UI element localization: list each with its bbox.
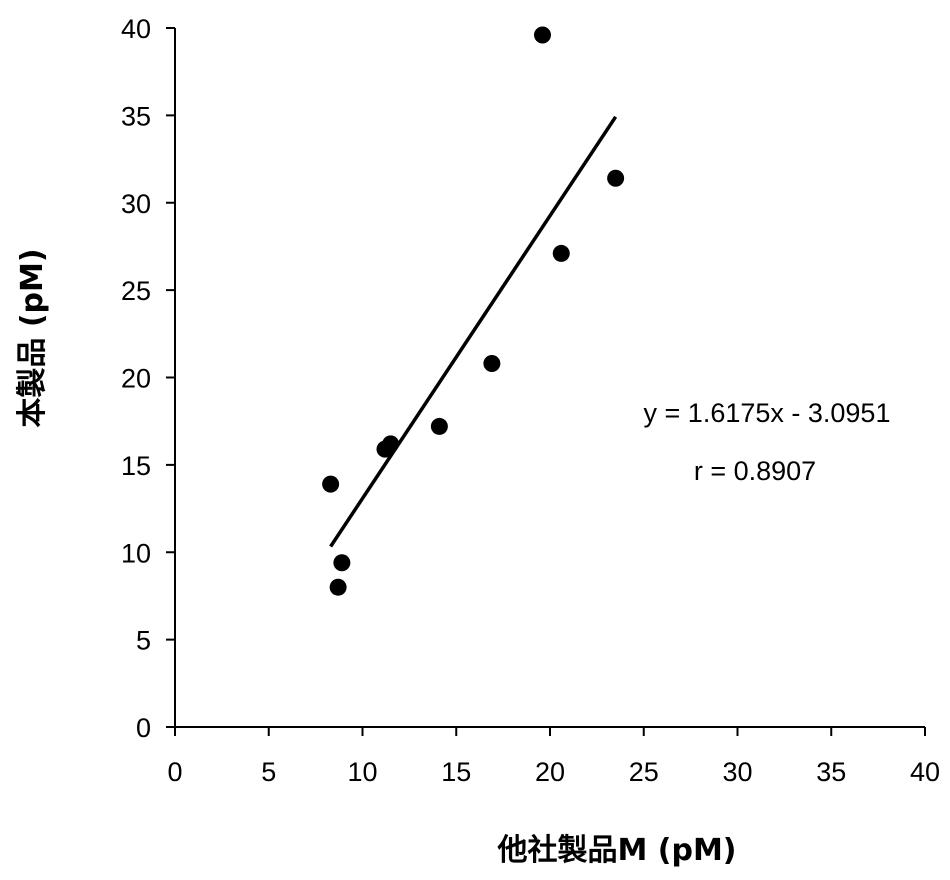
y-tick-label: 30 xyxy=(121,189,151,219)
r-value-annotation: r = 0.8907 xyxy=(694,456,816,486)
y-tick-label: 5 xyxy=(136,626,151,656)
x-tick-label: 35 xyxy=(816,757,846,787)
y-tick-label: 35 xyxy=(121,101,151,131)
data-point xyxy=(329,578,347,596)
y-tick-label: 25 xyxy=(121,276,151,306)
x-axis-title: 他社製品M (pM) xyxy=(496,833,736,868)
data-point xyxy=(333,554,351,572)
data-point xyxy=(534,26,551,44)
x-tick-label: 0 xyxy=(167,757,182,787)
y-tick-label: 10 xyxy=(121,538,151,568)
y-axis-title: 本製品 (pM) xyxy=(15,248,50,427)
data-point xyxy=(382,435,400,453)
y-tick-label: 0 xyxy=(136,713,151,743)
x-axis-ticks: 0 5 10 15 20 25 30 35 40 xyxy=(167,727,940,787)
x-tick-label: 40 xyxy=(910,757,940,787)
data-point xyxy=(322,475,340,493)
y-axis-ticks: 0 5 10 15 20 25 30 35 40 xyxy=(121,14,175,743)
data-points xyxy=(322,26,625,596)
equation-annotation: y = 1.6175x - 3.0951 xyxy=(644,398,891,428)
data-point xyxy=(483,355,501,373)
x-tick-label: 30 xyxy=(722,757,752,787)
y-tick-label: 20 xyxy=(121,364,151,394)
y-tick-label: 15 xyxy=(121,451,151,481)
x-tick-label: 5 xyxy=(261,757,276,787)
trendline xyxy=(329,115,618,548)
x-tick-label: 10 xyxy=(347,757,377,787)
x-tick-label: 20 xyxy=(535,757,565,787)
data-point xyxy=(552,244,570,262)
axes xyxy=(174,28,925,728)
x-tick-label: 15 xyxy=(441,757,471,787)
data-point xyxy=(430,417,448,435)
y-tick-label: 40 xyxy=(121,14,151,44)
data-point xyxy=(607,169,625,187)
x-tick-label: 25 xyxy=(629,757,659,787)
